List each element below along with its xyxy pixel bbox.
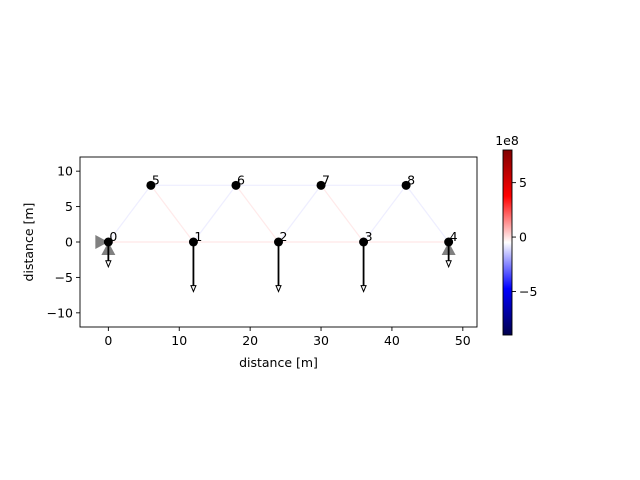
truss-members (107, 184, 450, 243)
load-head-node-4 (445, 260, 452, 269)
member-8-4 (405, 184, 450, 243)
node-point-8 (401, 180, 411, 190)
y-tick-label: 0 (65, 235, 73, 250)
y-tick-label: 10 (57, 164, 73, 179)
node-point-7 (316, 180, 326, 190)
member-0-5 (107, 184, 152, 243)
node-label-2: 2 (280, 229, 288, 244)
y-tick-label: −10 (47, 305, 73, 320)
x-tick-label: 0 (104, 333, 112, 348)
node-point-4 (444, 237, 454, 247)
x-tick-label: 20 (242, 333, 258, 348)
node-point-3 (359, 237, 369, 247)
load-arrows (105, 242, 452, 293)
colorbar-ticks: −5 0 5 (512, 175, 537, 299)
colorbar-tick-label: 0 (519, 230, 527, 245)
node-point-0 (103, 237, 113, 247)
node-point-1 (188, 237, 198, 247)
node-point-6 (231, 180, 241, 190)
x-tick-label: 40 (384, 333, 400, 348)
load-head-node-0 (105, 260, 112, 269)
member-6-2 (235, 184, 279, 243)
support-horizontal-node-0 (95, 235, 109, 249)
member-7-3 (320, 184, 365, 243)
member-3-8 (363, 184, 407, 243)
node-label-6: 6 (237, 172, 245, 187)
y-axis-ticks: −10 −5 0 5 10 (47, 164, 80, 320)
node-point-2 (274, 237, 283, 247)
member-1-6 (192, 184, 237, 243)
x-axis-ticks: 0 10 20 30 40 50 (104, 327, 471, 348)
x-tick-label: 10 (171, 333, 187, 348)
colorbar-tick-label: 5 (519, 175, 527, 190)
y-tick-label: 5 (65, 199, 73, 214)
x-tick-label: 50 (455, 333, 471, 348)
node-label-0: 0 (109, 229, 117, 244)
load-head-node-1 (190, 285, 197, 293)
x-axis-label: distance [m] (239, 355, 318, 370)
y-axis-label: distance [m] (21, 203, 36, 282)
node-label-5: 5 (152, 172, 160, 187)
truss-nodes: 0 1 2 3 4 5 6 7 8 (103, 172, 458, 247)
member-2-7 (278, 184, 322, 243)
member-5-1 (150, 184, 194, 243)
colorbar-gradient (502, 149, 513, 336)
node-label-7: 7 (322, 172, 330, 187)
colorbar-offset-text: 1e8 (495, 133, 519, 148)
x-tick-label: 30 (313, 333, 329, 348)
load-head-node-3 (360, 285, 367, 293)
node-label-8: 8 (407, 172, 415, 187)
node-label-3: 3 (365, 229, 373, 244)
node-label-1: 1 (194, 229, 202, 244)
colorbar-tick-label: −5 (519, 284, 537, 299)
load-head-node-2 (275, 285, 282, 293)
colorbar: −5 0 5 1e8 (495, 133, 537, 336)
node-point-5 (146, 180, 156, 190)
y-tick-label: −5 (55, 270, 73, 285)
node-label-4: 4 (450, 229, 458, 244)
